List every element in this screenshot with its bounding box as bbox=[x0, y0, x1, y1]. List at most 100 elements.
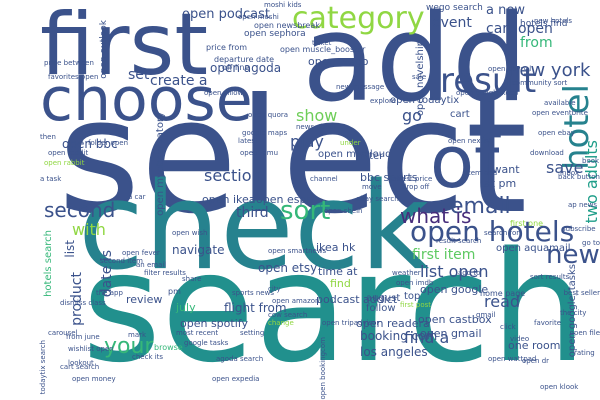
word-play: play bbox=[290, 132, 324, 151]
word-filter-results: filter results bbox=[144, 269, 186, 277]
word-open-mixcloud: open mixcloud bbox=[318, 149, 392, 160]
word-booking-com: booking com bbox=[360, 329, 438, 343]
word-the-city: the city bbox=[560, 309, 587, 317]
word-favorites-open: favorites open bbox=[48, 73, 99, 81]
word-open-agoda: open agoda bbox=[210, 61, 282, 75]
word-from: from bbox=[520, 35, 553, 51]
word-agoda-search: agoda search bbox=[216, 355, 264, 363]
word-item-add: item add bbox=[466, 169, 498, 177]
word-set: set bbox=[128, 67, 150, 83]
word-open-ikea: open ikea bbox=[202, 193, 256, 206]
word-second: second bbox=[44, 198, 116, 222]
word-open-imdb: open imdb bbox=[396, 279, 434, 287]
word-find-a: find a bbox=[404, 328, 450, 347]
word-one-room: one room bbox=[508, 339, 561, 352]
word-of: of bbox=[430, 120, 500, 204]
word-select: select bbox=[58, 65, 528, 249]
word-carousel: carousel bbox=[48, 329, 78, 337]
word-cart: cart bbox=[450, 109, 470, 120]
word-open-readera: open readera bbox=[356, 317, 430, 330]
word-choose: choose bbox=[40, 65, 253, 135]
word-open-nexfish: open nexfish bbox=[448, 137, 493, 145]
word-price-between: price between bbox=[44, 59, 94, 67]
word-drop-off: drop off bbox=[402, 183, 430, 191]
word-july: july bbox=[176, 301, 196, 314]
word-ikea-hk: ikea hk bbox=[316, 241, 356, 254]
word-wego-search: wego search bbox=[426, 3, 483, 13]
word-departure-date: departure date bbox=[214, 55, 275, 64]
word-under: under bbox=[340, 139, 361, 147]
word-sports-news: sports news bbox=[232, 289, 274, 297]
word-open-outlook: open outlook bbox=[99, 20, 109, 79]
word-available: available bbox=[544, 99, 576, 107]
word-ticket: ticket bbox=[312, 39, 332, 47]
word-setting: setting bbox=[240, 329, 265, 337]
word-two-adults: two adults bbox=[582, 140, 600, 224]
word-open-tripadvisor: open tripadvisor bbox=[322, 319, 380, 327]
word-folder-open: folder open bbox=[88, 139, 129, 147]
word-open-bbc: open bbc bbox=[62, 137, 118, 151]
word-read: read bbox=[484, 292, 521, 311]
word-open-rabbit: open rabbit bbox=[44, 159, 85, 167]
word-a-new: a new bbox=[486, 3, 525, 18]
word-open-wish: open wish bbox=[172, 229, 208, 237]
word-open-todaytix: open todaytix bbox=[390, 95, 460, 106]
word-dismiss-class: dismiss class bbox=[60, 299, 106, 307]
word-open-myobservatory: open myobservatory bbox=[155, 112, 166, 216]
word-find: find bbox=[330, 277, 351, 290]
word-latest: latest bbox=[238, 137, 258, 145]
word-sort-results: sort results bbox=[530, 273, 570, 281]
word-go-to: go to bbox=[582, 239, 600, 247]
word-open-bookingcom: open bookingcom bbox=[319, 337, 327, 400]
word-open-dr: open dr bbox=[522, 357, 550, 365]
word-gmail: gmail bbox=[476, 311, 496, 319]
word-open-expedia: open expedia bbox=[212, 375, 260, 383]
word-open-sephora: open sephora bbox=[244, 29, 306, 39]
word-channel: channel bbox=[310, 175, 338, 183]
word-check: check bbox=[78, 158, 430, 297]
word-navigate: navigate bbox=[172, 243, 225, 257]
word-list: list bbox=[63, 240, 77, 258]
word-click: click bbox=[500, 323, 516, 331]
word-open-eventbrite: open eventbrite bbox=[532, 109, 588, 117]
word-top: top bbox=[404, 291, 421, 302]
word-favorite: favorite bbox=[534, 319, 562, 327]
word-open-newsbreak: open newsbreak bbox=[254, 21, 320, 30]
word-open-zillow: open zillow bbox=[204, 89, 244, 97]
word-price-from: price from bbox=[206, 43, 248, 52]
word-rating: rating bbox=[574, 349, 595, 357]
word-open-fever: open fever bbox=[122, 249, 160, 257]
word-open-temu: open temu bbox=[240, 149, 279, 157]
word-google-maps: google maps bbox=[242, 129, 288, 137]
word-moshi-kids: moshi kids bbox=[264, 1, 302, 9]
word-email: email bbox=[450, 194, 511, 219]
word-event: event bbox=[432, 15, 472, 31]
word-open-smartnews: open smartnews bbox=[268, 247, 327, 255]
word-open-quora: open quora bbox=[248, 111, 289, 119]
word-most-recent: most recent bbox=[176, 329, 219, 337]
word-pm: pm bbox=[168, 287, 181, 296]
word-subscribe: subscribe bbox=[562, 225, 596, 233]
word-best-seller: best seller bbox=[563, 289, 600, 297]
word-ap-news: ap news bbox=[568, 201, 598, 209]
word-first-item: first item bbox=[412, 247, 476, 263]
word-follow: follow bbox=[366, 303, 396, 314]
word-first: first bbox=[40, 0, 209, 95]
word-move: move bbox=[362, 183, 382, 191]
word-the-app: the app bbox=[96, 289, 123, 297]
word-open-google: open google bbox=[420, 283, 489, 296]
word-then: then bbox=[40, 133, 56, 141]
word-search-for: search for bbox=[484, 229, 520, 237]
word-open-hotels: open hotels bbox=[410, 215, 575, 248]
word-browse: browse bbox=[154, 343, 183, 352]
word-review: review bbox=[126, 293, 163, 306]
word-what-is: what is bbox=[400, 204, 472, 228]
word-check-its: check its bbox=[132, 353, 164, 361]
word-august: august bbox=[366, 293, 401, 304]
word-cart-search: cart search bbox=[60, 363, 100, 371]
word-download: download bbox=[530, 149, 564, 157]
word-google-tasks: google tasks bbox=[184, 339, 229, 347]
word-wishlist-open: wishlist open bbox=[68, 345, 114, 353]
word-ebay-search: ebay search bbox=[356, 195, 399, 203]
